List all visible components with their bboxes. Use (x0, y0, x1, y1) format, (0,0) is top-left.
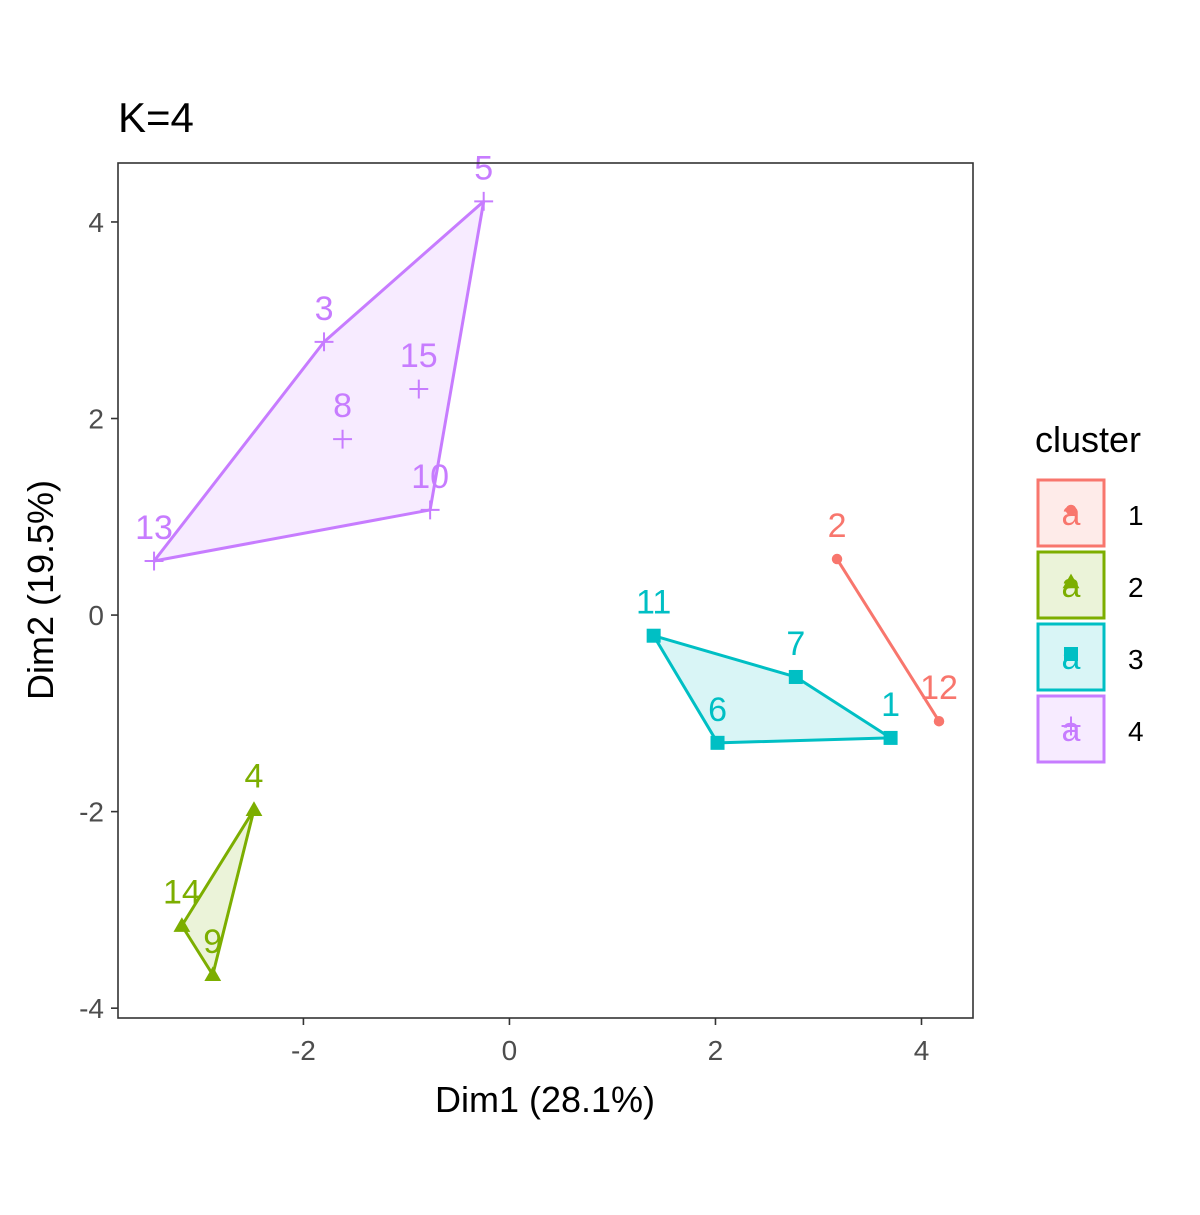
point-label-3: 3 (315, 290, 334, 328)
point-4 (245, 801, 263, 816)
legend-key-1: a1 (1036, 478, 1144, 548)
point-label-7: 7 (786, 625, 805, 663)
x-tick-label: -2 (291, 1035, 316, 1066)
legend-title: cluster (1035, 419, 1141, 460)
y-axis-title: Dim2 (19.5%) (20, 480, 61, 700)
point-14 (173, 917, 191, 932)
point-13 (144, 551, 164, 571)
legend: cluster a1a2a3a4 (1035, 419, 1144, 764)
legend-key-2: a2 (1036, 550, 1144, 620)
point-1 (883, 730, 898, 745)
point-12 (933, 715, 945, 727)
point-5 (474, 191, 494, 211)
point-label-2: 2 (828, 507, 847, 545)
x-axis-title: Dim1 (28.1%) (435, 1079, 655, 1120)
point-label-11: 11 (636, 584, 671, 622)
legend-label: 4 (1128, 716, 1144, 747)
point-10 (420, 500, 440, 520)
legend-key-marker (1062, 573, 1080, 589)
cluster-3-hull (652, 634, 893, 745)
point-label-4: 4 (245, 758, 264, 796)
legend-label: 1 (1128, 500, 1144, 531)
cluster-1-hull (835, 558, 941, 723)
y-axis-ticks: -4 -2 0 2 4 (79, 207, 118, 1024)
point-label-12: 12 (920, 669, 958, 707)
y-tick-label: 2 (88, 404, 104, 435)
legend-key-marker (1064, 647, 1078, 661)
cluster-4-hull (152, 199, 486, 563)
legend-keys: a1a2a3a4 (1036, 478, 1144, 764)
point-label-8: 8 (333, 387, 352, 425)
legend-label: 2 (1128, 572, 1144, 603)
point-label-10: 10 (411, 458, 449, 496)
point-11 (646, 628, 661, 643)
point-2 (831, 553, 843, 565)
point-6 (710, 735, 725, 750)
cluster-2-hull (180, 808, 256, 977)
point-label-5: 5 (474, 149, 493, 187)
cluster-hulls (152, 199, 941, 977)
point-8 (333, 429, 353, 449)
legend-label: 3 (1128, 644, 1144, 675)
y-tick-label: 4 (88, 207, 104, 238)
x-tick-label: 0 (502, 1035, 518, 1066)
y-tick-label: -4 (79, 993, 104, 1024)
data-points (144, 191, 945, 982)
point-label-15: 15 (400, 337, 438, 375)
legend-key-marker (1065, 504, 1077, 516)
point-label-13: 13 (135, 509, 173, 547)
y-tick-label: -2 (79, 797, 104, 828)
point-label-1: 1 (881, 686, 900, 724)
point-label-9: 9 (203, 923, 222, 961)
x-tick-label: 4 (914, 1035, 930, 1066)
y-tick-label: 0 (88, 600, 104, 631)
point-label-6: 6 (708, 691, 727, 729)
point-3 (314, 332, 334, 352)
point-9 (204, 966, 222, 982)
point-15 (409, 379, 429, 399)
x-tick-label: 2 (708, 1035, 724, 1066)
point-label-14: 14 (163, 874, 201, 912)
legend-key-3: a3 (1036, 622, 1144, 692)
plot-panel-border (117, 162, 974, 1019)
x-axis-ticks: -2 0 2 4 (291, 1018, 929, 1066)
plot-title: K=4 (118, 94, 194, 141)
legend-key-marker (1061, 716, 1081, 736)
point-7 (788, 669, 803, 684)
